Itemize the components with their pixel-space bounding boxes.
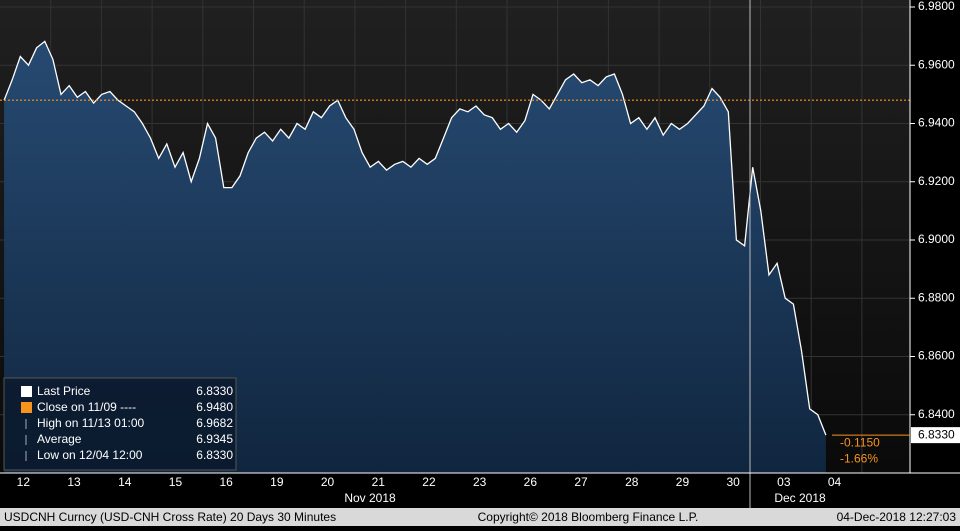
footer-center: Copyright© 2018 Bloomberg Finance L.P. — [478, 510, 699, 524]
footer-left: USDCNH Curncy (USD-CNH Cross Rate) 20 Da… — [4, 510, 336, 524]
x-tick-label: 23 — [473, 475, 487, 489]
x-tick-label: 20 — [321, 475, 335, 489]
x-tick-label: 13 — [67, 475, 81, 489]
legend-value: 6.8330 — [196, 448, 233, 462]
x-tick-label: 26 — [524, 475, 538, 489]
change-pct-label: -1.66% — [840, 451, 878, 465]
footer-right: 04-Dec-2018 12:27:03 — [837, 510, 957, 524]
legend-box — [3, 377, 237, 471]
legend-name: Low on 12/04 12:00 — [37, 448, 143, 462]
x-tick-label: 04 — [828, 475, 842, 489]
x-tick-label: 12 — [17, 475, 31, 489]
legend-name: High on 11/13 01:00 — [37, 416, 145, 430]
month-label: Dec 2018 — [774, 491, 826, 505]
area-fill — [4, 41, 826, 474]
legend-name: Last Price — [37, 384, 91, 398]
legend-value: 6.9345 — [196, 432, 233, 446]
y-tick-label: 6.8800 — [918, 290, 955, 304]
legend-name: Close on 11/09 ---- — [37, 400, 136, 414]
y-tick-label: 6.8400 — [918, 407, 955, 421]
x-tick-label: 03 — [777, 475, 791, 489]
price-line — [3, 40, 827, 436]
legend-value: 6.9480 — [196, 400, 233, 414]
x-tick-label: 19 — [270, 475, 284, 489]
x-tick-label: 16 — [219, 475, 233, 489]
legend-swatch — [21, 386, 32, 397]
y-tick-label: 6.9800 — [918, 0, 955, 13]
y-tick-label: 6.9600 — [918, 57, 955, 71]
month-label: Nov 2018 — [344, 491, 396, 505]
y-tick-label: 6.9400 — [918, 116, 955, 130]
x-tick-label: 30 — [726, 475, 740, 489]
x-tick-label: 14 — [118, 475, 132, 489]
x-tick-label: 21 — [372, 475, 386, 489]
x-tick-label: 28 — [625, 475, 639, 489]
legend-value: 6.9682 — [196, 416, 233, 430]
footer-bar — [0, 508, 960, 526]
x-tick-label: 22 — [422, 475, 436, 489]
x-tick-label: 27 — [574, 475, 588, 489]
change-label: -0.1150 — [840, 435, 880, 449]
legend-value: 6.8330 — [196, 384, 233, 398]
y-tick-label: 6.9000 — [918, 232, 955, 246]
legend-swatch — [21, 402, 32, 413]
last-value-box — [911, 427, 960, 444]
y-tick-label: 6.8600 — [918, 349, 955, 363]
last-value-label: 6.8330 — [918, 427, 955, 441]
y-tick-label: 6.9200 — [918, 174, 955, 188]
x-tick-label: 29 — [676, 475, 690, 489]
legend-name: Average — [37, 432, 82, 446]
x-tick-label: 15 — [169, 475, 183, 489]
